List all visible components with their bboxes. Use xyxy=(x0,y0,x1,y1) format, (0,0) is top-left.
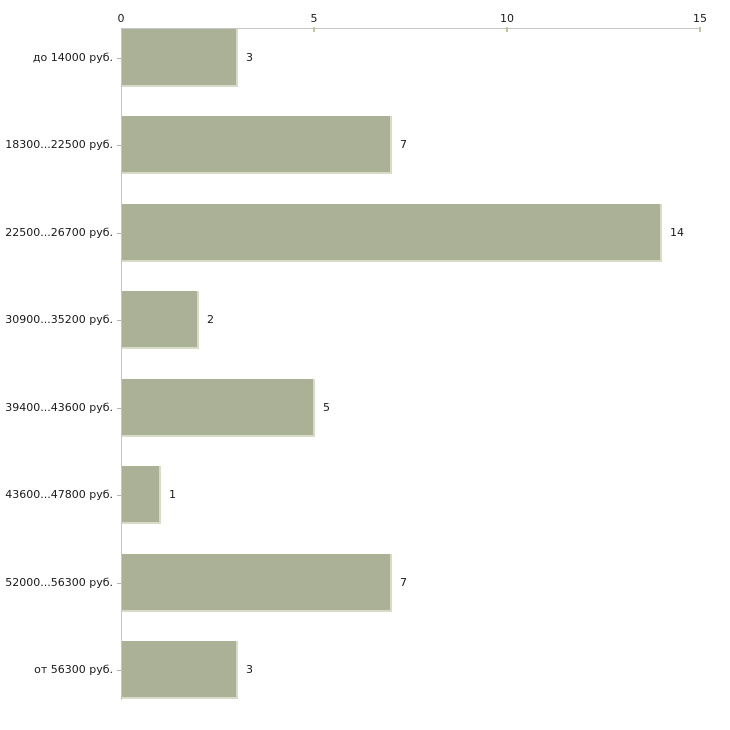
bar xyxy=(122,554,392,612)
y-axis-tick-mark xyxy=(117,320,121,321)
y-axis-tick-mark xyxy=(117,495,121,496)
category-label: от 56300 руб. xyxy=(34,663,113,676)
x-axis-tick-label: 15 xyxy=(693,12,707,25)
x-axis-tick-mark xyxy=(506,27,508,32)
category-label: 18300...22500 руб. xyxy=(5,138,113,151)
x-axis-line xyxy=(121,28,701,29)
bar-value-label: 7 xyxy=(400,138,407,151)
bar-value-label: 3 xyxy=(246,51,253,64)
y-axis-tick-mark xyxy=(117,583,121,584)
y-axis-tick-mark xyxy=(117,58,121,59)
x-axis-tick-label: 5 xyxy=(310,12,318,25)
x-axis-tick-mark xyxy=(699,27,701,32)
category-label: 52000...56300 руб. xyxy=(5,576,113,589)
bar-value-label: 5 xyxy=(323,401,330,414)
category-label: 39400...43600 руб. xyxy=(5,401,113,414)
bar xyxy=(122,641,238,699)
x-axis-tick-label: 0 xyxy=(117,12,125,25)
x-axis-tick-mark xyxy=(313,27,315,32)
bar xyxy=(122,466,161,524)
bar xyxy=(122,29,238,87)
y-axis-line xyxy=(121,28,122,700)
y-axis-tick-mark xyxy=(117,145,121,146)
x-axis-tick-label: 10 xyxy=(500,12,514,25)
y-axis-tick-mark xyxy=(117,233,121,234)
y-axis-tick-mark xyxy=(117,670,121,671)
bar-value-label: 3 xyxy=(246,663,253,676)
bar xyxy=(122,204,662,262)
category-label: 43600...47800 руб. xyxy=(5,488,113,501)
category-label: 22500...26700 руб. xyxy=(5,226,113,239)
bar-value-label: 14 xyxy=(670,226,684,239)
bar-value-label: 2 xyxy=(207,313,214,326)
category-label: 30900...35200 руб. xyxy=(5,313,113,326)
bar-value-label: 7 xyxy=(400,576,407,589)
bar xyxy=(122,291,199,349)
bar xyxy=(122,379,315,437)
bar xyxy=(122,116,392,174)
y-axis-tick-mark xyxy=(117,408,121,409)
category-label: до 14000 руб. xyxy=(32,51,113,64)
bar-value-label: 1 xyxy=(169,488,176,501)
